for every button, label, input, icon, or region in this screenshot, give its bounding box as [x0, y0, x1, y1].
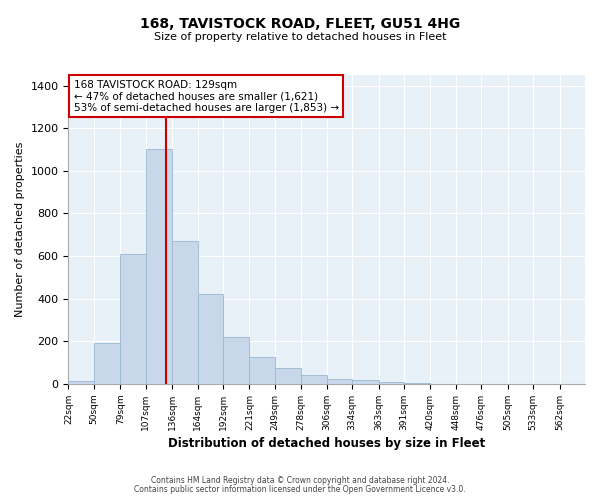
Text: Contains HM Land Registry data © Crown copyright and database right 2024.: Contains HM Land Registry data © Crown c…	[151, 476, 449, 485]
Bar	[352, 380, 379, 384]
Bar	[327, 378, 352, 384]
X-axis label: Distribution of detached houses by size in Fleet: Distribution of detached houses by size …	[168, 437, 485, 450]
Bar	[379, 382, 404, 384]
Bar	[301, 376, 327, 384]
Bar	[172, 241, 197, 384]
Text: 168 TAVISTOCK ROAD: 129sqm
← 47% of detached houses are smaller (1,621)
53% of s: 168 TAVISTOCK ROAD: 129sqm ← 47% of deta…	[74, 80, 338, 113]
Text: Contains public sector information licensed under the Open Government Licence v3: Contains public sector information licen…	[134, 485, 466, 494]
Bar	[197, 294, 223, 384]
Text: Size of property relative to detached houses in Fleet: Size of property relative to detached ho…	[154, 32, 446, 42]
Bar	[120, 254, 146, 384]
Text: 168, TAVISTOCK ROAD, FLEET, GU51 4HG: 168, TAVISTOCK ROAD, FLEET, GU51 4HG	[140, 18, 460, 32]
Bar	[404, 383, 430, 384]
Bar	[223, 337, 250, 384]
Bar	[250, 358, 275, 384]
Bar	[146, 148, 172, 384]
Y-axis label: Number of detached properties: Number of detached properties	[15, 142, 25, 317]
Bar	[94, 344, 120, 384]
Bar	[275, 368, 301, 384]
Bar	[68, 381, 94, 384]
